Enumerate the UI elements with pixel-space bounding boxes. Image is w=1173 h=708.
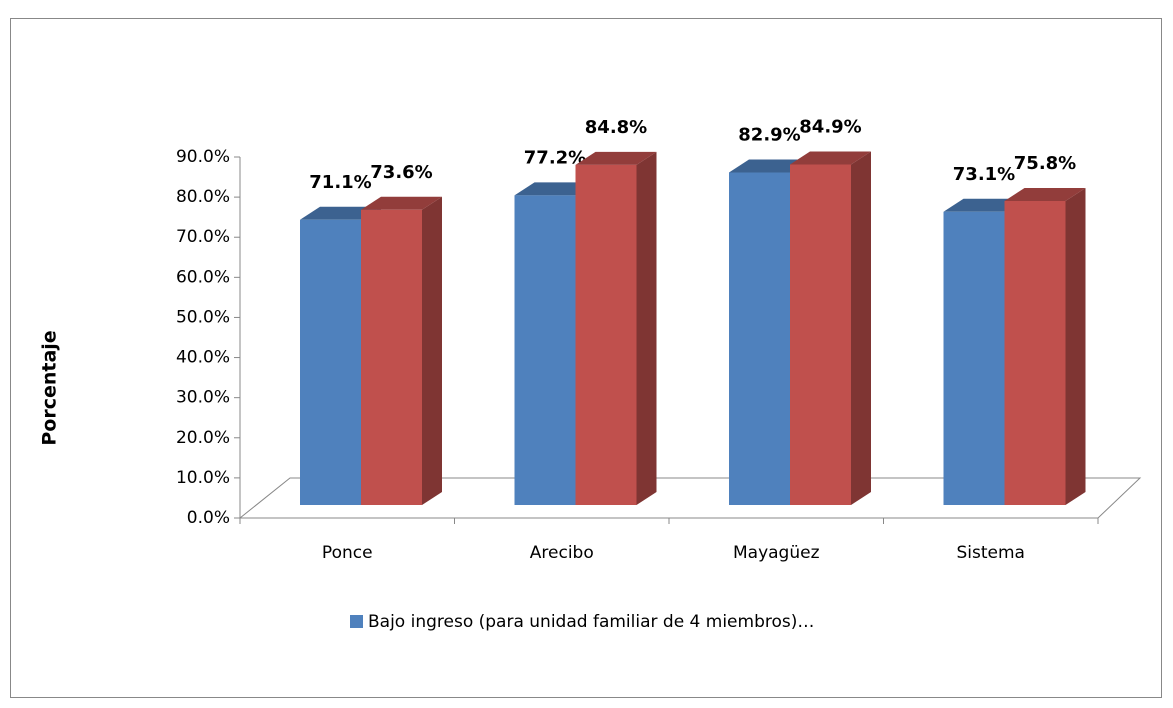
y-tick-label: 60.0% bbox=[176, 267, 230, 287]
bar-top bbox=[729, 159, 810, 173]
x-tick-label: Ponce bbox=[322, 543, 373, 563]
y-axis-title: Porcentaje bbox=[39, 330, 61, 445]
y-tick-label: 40.0% bbox=[176, 348, 230, 368]
y-tick-label: 70.0% bbox=[176, 227, 230, 247]
bar-front bbox=[729, 172, 790, 505]
value-label: 84.8% bbox=[585, 117, 647, 138]
y-tick-label: 90.0% bbox=[176, 147, 230, 167]
y-tick-label: 10.0% bbox=[176, 468, 230, 488]
bar bbox=[790, 151, 871, 505]
bar-side bbox=[851, 151, 871, 505]
bar-top bbox=[575, 151, 657, 165]
value-label: 71.1% bbox=[309, 172, 371, 193]
bar-top bbox=[790, 151, 871, 165]
bar-top bbox=[300, 206, 381, 220]
bar-front bbox=[943, 211, 1005, 505]
bar-top bbox=[361, 196, 442, 210]
value-label: 82.9% bbox=[738, 124, 800, 145]
bar-front bbox=[1004, 200, 1066, 506]
value-label: 73.6% bbox=[370, 162, 432, 183]
bar-front bbox=[300, 219, 361, 505]
bar bbox=[575, 151, 657, 505]
x-tick-label: Arecibo bbox=[530, 543, 594, 563]
bar-top bbox=[514, 182, 596, 196]
legend-swatch bbox=[350, 615, 363, 628]
bar-front bbox=[790, 164, 851, 505]
y-tick-label: 0.0% bbox=[187, 508, 230, 528]
bar-front bbox=[514, 195, 576, 505]
y-tick-label: 20.0% bbox=[176, 428, 230, 448]
value-label: 73.1% bbox=[953, 164, 1015, 185]
bar-side bbox=[1065, 187, 1086, 506]
bar bbox=[1004, 187, 1086, 506]
x-tick-label: Sistema bbox=[957, 543, 1025, 563]
bar-side bbox=[422, 196, 442, 505]
bar-top bbox=[943, 198, 1025, 212]
y-tick-label: 30.0% bbox=[176, 388, 230, 408]
x-tick-label: Mayagüez bbox=[733, 543, 820, 563]
y-tick-label: 80.0% bbox=[176, 187, 230, 207]
value-label: 77.2% bbox=[524, 147, 586, 168]
y-tick-label: 50.0% bbox=[176, 307, 230, 327]
bar bbox=[361, 196, 442, 505]
legend-label: Bajo ingreso (para unidad familiar de 4 … bbox=[368, 612, 814, 632]
bar-top bbox=[1004, 187, 1086, 201]
bar-front bbox=[575, 164, 637, 505]
bar-side bbox=[636, 151, 657, 505]
value-label: 75.8% bbox=[1014, 153, 1076, 174]
bar-front bbox=[361, 209, 422, 505]
value-label: 84.9% bbox=[799, 116, 861, 137]
